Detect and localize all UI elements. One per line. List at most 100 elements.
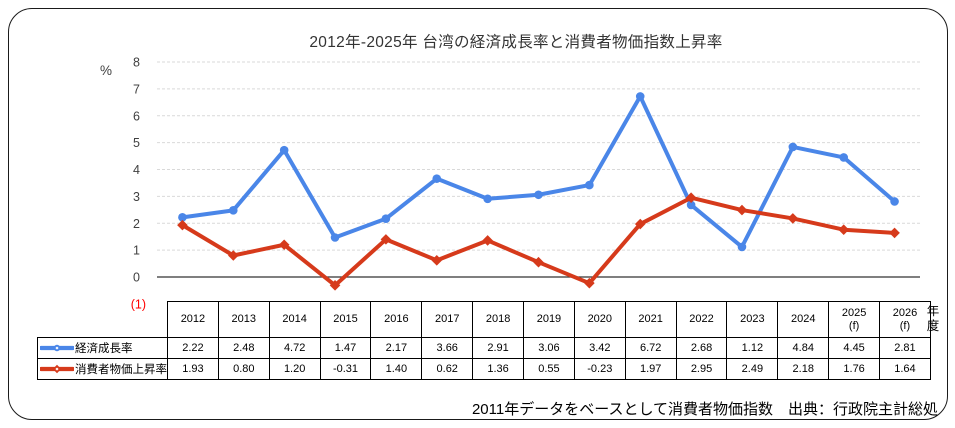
diamond-marker-s1 [228, 250, 239, 261]
y-tick-label: 4 [133, 163, 140, 177]
diamond-marker-s1 [380, 234, 392, 245]
series-legend-cell: 消費者物価上昇率 [37, 358, 168, 380]
diamond-marker-s1 [533, 256, 544, 268]
circle-marker-s0 [635, 92, 645, 101]
diamond-marker-s1 [889, 227, 900, 239]
y-tick-label: 2 [133, 217, 140, 231]
value-cell: 4.45 [828, 337, 881, 359]
y-tick-label: 7 [133, 82, 140, 96]
series-label: 消費者物価上昇率 [75, 364, 167, 376]
year-header-cell: 2018 [472, 301, 525, 338]
year-header-cell: 2023 [726, 301, 779, 338]
table-corner-cell [38, 302, 168, 338]
year-header-cell: 2021 [624, 301, 677, 338]
diamond-marker-s1 [736, 204, 748, 216]
value-cell: 1.64 [879, 358, 931, 380]
value-cell: 3.66 [421, 337, 474, 359]
diamond-marker-s1 [431, 255, 443, 266]
series-legend-cell: 経済成長率 [37, 337, 168, 359]
value-cell: 0.80 [217, 358, 270, 380]
year-header-cell: 2014 [268, 301, 321, 338]
value-cell: -0.23 [573, 358, 626, 380]
chart-title: 2012年-2025年 台湾の経済成長率と消費者物価指数上昇率 [309, 34, 723, 51]
red-line-swatch-icon [38, 364, 76, 374]
y-tick-label: 3 [133, 190, 140, 204]
diamond-marker-s1 [634, 218, 646, 230]
value-cell: 4.72 [268, 337, 321, 359]
year-header-cell: 2024 [777, 301, 830, 338]
value-cell: 2.81 [879, 337, 931, 359]
series-label: 経済成長率 [75, 343, 133, 355]
circle-marker-s0 [686, 200, 696, 210]
value-cell: 0.55 [523, 358, 575, 380]
value-cell: 3.42 [573, 337, 626, 359]
y-tick-label: 0 [133, 271, 140, 285]
y-tick-label: 1 [133, 244, 140, 258]
circle-marker-s0 [381, 214, 391, 223]
circle-marker-s0 [483, 194, 492, 204]
value-cell: 1.97 [624, 358, 677, 380]
diamond-marker-s1 [838, 224, 849, 235]
year-header-cell: 2015 [319, 301, 372, 338]
diamond-marker-s1 [685, 192, 697, 204]
year-header-cell: 2025 (f) [828, 301, 881, 338]
diamond-marker-s1 [787, 213, 799, 224]
circle-marker-s0 [534, 190, 543, 200]
value-cell: 1.93 [167, 358, 219, 380]
series-line-0 [180, 94, 897, 249]
circle-marker-s0 [279, 145, 289, 155]
year-axis-label: 年度 [926, 304, 940, 333]
diamond-marker-s1 [177, 219, 188, 231]
circle-marker-s0 [330, 233, 340, 242]
circle-marker-s0 [788, 142, 798, 152]
year-header-cell: 2012 [167, 301, 219, 338]
value-cell: 2.22 [167, 337, 219, 359]
y-tick-label: 5 [133, 136, 140, 150]
value-cell: 0.62 [421, 358, 474, 380]
value-cell: 2.91 [472, 337, 525, 359]
year-header-cell: 2016 [370, 301, 423, 338]
value-cell: 1.40 [370, 358, 423, 380]
y-tick-label-negative: (1) [131, 297, 146, 311]
value-cell: 1.20 [268, 358, 321, 380]
value-cell: 2.49 [726, 358, 779, 380]
value-cell: 2.95 [675, 358, 728, 380]
diamond-marker-s1 [329, 280, 341, 291]
value-cell: 1.76 [828, 358, 881, 380]
circle-marker-s0 [229, 206, 238, 215]
source-note: 2011年データをベースとして消費者物価指数 出典：行政院主計総処 [471, 401, 938, 418]
value-cell: 1.36 [472, 358, 525, 380]
table-row: 消費者物価上昇率 1.93 0.80 1.20 -0.31 1.40 0.62 1.36 0.5… [37, 358, 931, 380]
blue-line-swatch-icon [38, 344, 76, 352]
circle-marker-s0 [585, 180, 594, 190]
diamond-marker-s1 [278, 239, 290, 251]
y-axis-unit-label: % [100, 63, 113, 78]
year-header-cell: 2026 (f) [879, 301, 931, 338]
y-tick-label: 6 [133, 109, 140, 123]
diamond-marker-s1 [482, 235, 493, 246]
table-row: 経済成長率 2.22 2.48 4.72 1.47 2.17 3.66 2.91 3.06 3.4… [37, 337, 931, 359]
value-cell: 1.12 [726, 337, 779, 359]
circle-marker-s0 [890, 197, 899, 206]
value-cell: 1.47 [319, 337, 372, 359]
year-header-cell: 2022 [675, 301, 728, 338]
value-cell: 2.48 [217, 337, 270, 359]
year-header-cell: 2019 [523, 301, 575, 338]
year-header-cell: 2020 [573, 301, 626, 338]
value-cell: -0.31 [319, 358, 372, 380]
value-cell: 6.72 [624, 337, 677, 359]
value-cell: 2.18 [777, 358, 830, 380]
value-cell: 3.06 [523, 337, 575, 359]
circle-marker-s0 [178, 213, 187, 222]
circle-marker-s0 [839, 153, 848, 162]
year-header-cell: 2013 [217, 301, 270, 338]
value-cell: 2.17 [370, 337, 423, 359]
series-line-1 [180, 195, 897, 288]
circle-marker-s0 [737, 242, 747, 252]
figure-border [8, 8, 948, 420]
diamond-marker-s1 [584, 277, 595, 289]
year-header-cell: 2017 [421, 301, 474, 338]
circle-marker-s0 [432, 174, 442, 183]
